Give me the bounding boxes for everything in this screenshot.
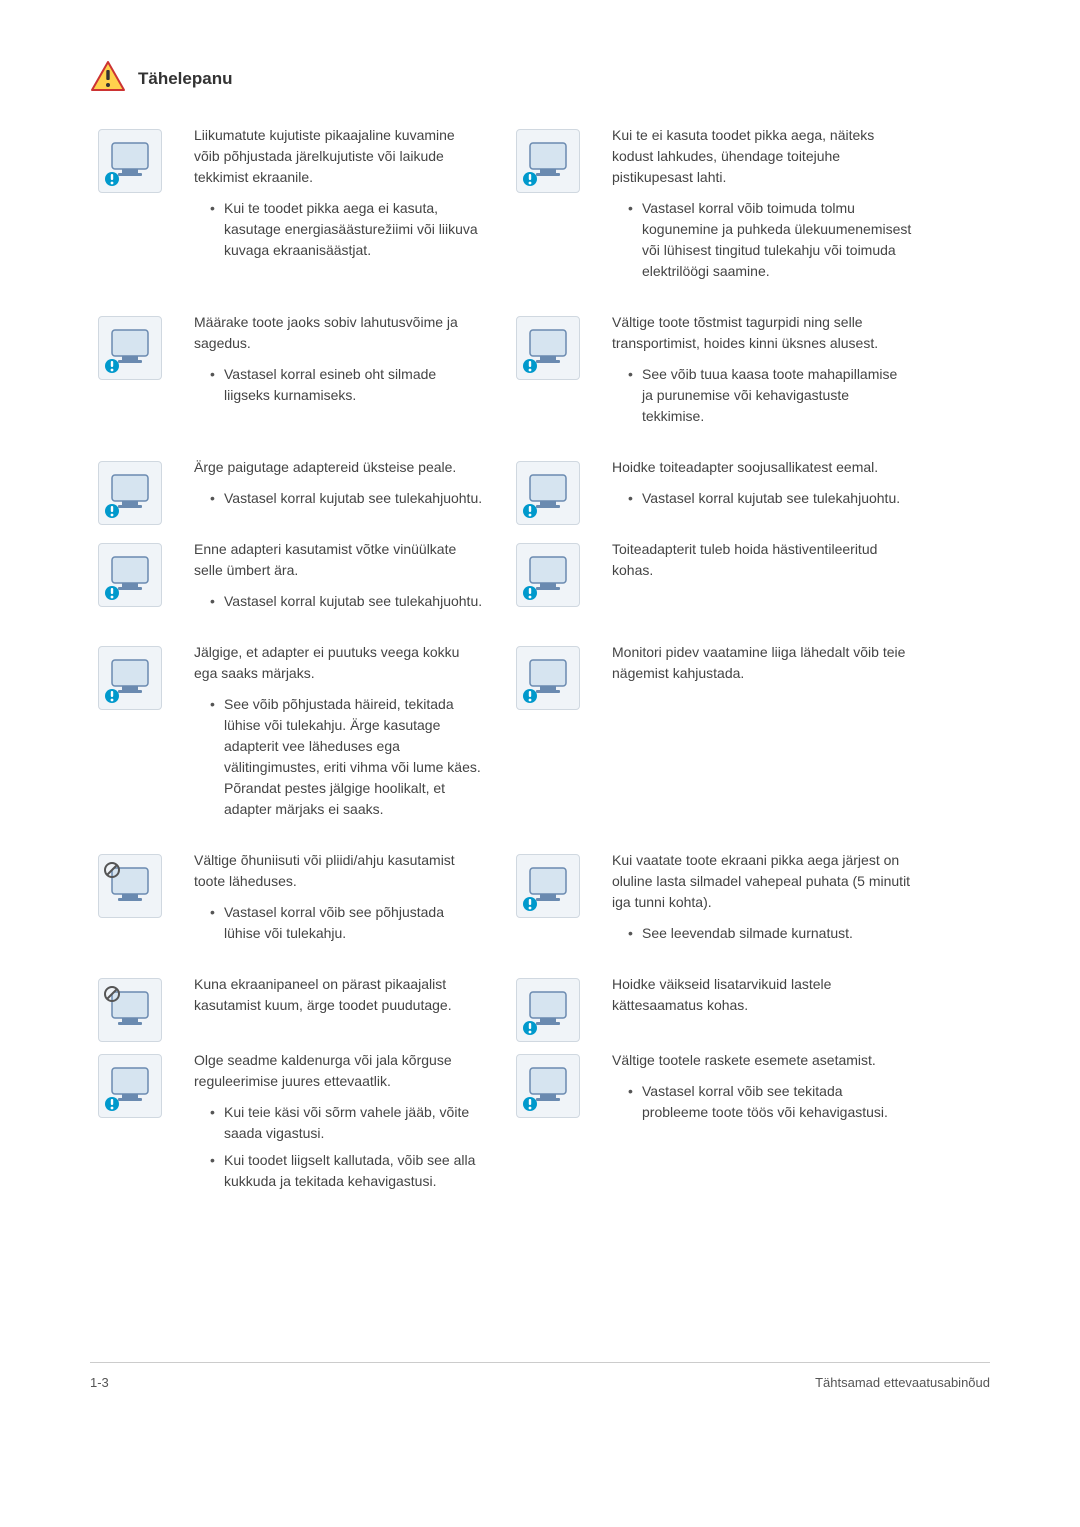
bullet-item: Kui toodet liigselt kallutada, võib see … (210, 1150, 484, 1192)
safety-text: Kuna ekraanipaneel on pärast pikaajalist… (194, 974, 484, 1050)
illustration (90, 642, 170, 710)
bullet-list: Vastasel korral kujutab see tulekahjuoht… (612, 488, 912, 509)
illustration (90, 539, 170, 607)
illustration (90, 850, 170, 918)
bullet-list: Vastasel korral esineb oht silmade liigs… (194, 364, 484, 406)
illustration (90, 312, 170, 380)
intro-text: Vältige tootele raskete esemete asetamis… (612, 1050, 912, 1071)
intro-text: Kui vaatate toote ekraani pikka aega jär… (612, 850, 912, 913)
safety-text: Vältige tootele raskete esemete asetamis… (612, 1050, 912, 1153)
bullet-item: Vastasel korral kujutab see tulekahjuoht… (210, 591, 484, 612)
intro-text: Olge seadme kaldenurga või jala kõrguse … (194, 1050, 484, 1092)
intro-text: Määrake toote jaoks sobiv lahutusvõime j… (194, 312, 484, 354)
bullet-list: See võib põhjustada häireid, tekitada lü… (194, 694, 484, 820)
bullet-item: Vastasel korral võib toimuda tolmu kogun… (628, 198, 912, 282)
illustration (90, 1050, 170, 1118)
safety-text: Vältige õhuniisuti või pliidi/ahju kasut… (194, 850, 484, 974)
bullet-item: See võib põhjustada häireid, tekitada lü… (210, 694, 484, 820)
page-number: 1-3 (90, 1375, 109, 1390)
page-footer: 1-3 Tähtsamad ettevaatusabinõud (90, 1362, 990, 1390)
illustration (90, 125, 170, 193)
intro-text: Kuna ekraanipaneel on pärast pikaajalist… (194, 974, 484, 1016)
bullet-list: Vastasel korral võib toimuda tolmu kogun… (612, 198, 912, 282)
intro-text: Enne adapteri kasutamist võtke vinüülkat… (194, 539, 484, 581)
safety-text: Hoidke väikseid lisatarvikuid lastele kä… (612, 974, 912, 1050)
intro-text: Liikumatute kujutiste pikaajaline kuvami… (194, 125, 484, 188)
bullet-item: See võib tuua kaasa toote mahapillamise … (628, 364, 912, 427)
bullet-item: Kui te toodet pikka aega ei kasuta, kasu… (210, 198, 484, 261)
bullet-list: Kui te toodet pikka aega ei kasuta, kasu… (194, 198, 484, 261)
bullet-list: Vastasel korral kujutab see tulekahjuoht… (194, 488, 484, 509)
bullet-item: Vastasel korral võib see tekitada proble… (628, 1081, 912, 1123)
bullet-item: Vastasel korral kujutab see tulekahjuoht… (628, 488, 912, 509)
bullet-list: Kui teie käsi või sõrm vahele jääb, võit… (194, 1102, 484, 1192)
bullet-list: Vastasel korral võib see tekitada proble… (612, 1081, 912, 1123)
illustration (90, 457, 170, 525)
intro-text: Vältige toote tõstmist tagurpidi ning se… (612, 312, 912, 354)
intro-text: Kui te ei kasuta toodet pikka aega, näit… (612, 125, 912, 188)
illustration (508, 457, 588, 525)
safety-text: Liikumatute kujutiste pikaajaline kuvami… (194, 125, 484, 291)
bullet-list: See võib tuua kaasa toote mahapillamise … (612, 364, 912, 427)
intro-text: Toiteadapterit tuleb hoida hästiventilee… (612, 539, 912, 581)
illustration (90, 974, 170, 1042)
intro-text: Monitori pidev vaatamine liiga lähedalt … (612, 642, 912, 684)
illustration (508, 1050, 588, 1118)
safety-grid: Liikumatute kujutiste pikaajaline kuvami… (90, 125, 990, 1222)
safety-text: Kui vaatate toote ekraani pikka aega jär… (612, 850, 912, 974)
bullet-list: See leevendab silmade kurnatust. (612, 923, 912, 944)
intro-text: Ärge paigutage adaptereid üksteise peale… (194, 457, 484, 478)
safety-text: Toiteadapterit tuleb hoida hästiventilee… (612, 539, 912, 615)
illustration (508, 850, 588, 918)
intro-text: Hoidke toiteadapter soojusallikatest eem… (612, 457, 912, 478)
intro-text: Hoidke väikseid lisatarvikuid lastele kä… (612, 974, 912, 1016)
bullet-item: Vastasel korral võib see põhjustada lühi… (210, 902, 484, 944)
footer-title: Tähtsamad ettevaatusabinõud (815, 1375, 990, 1390)
attention-icon (90, 60, 126, 97)
safety-text: Hoidke toiteadapter soojusallikatest eem… (612, 457, 912, 539)
safety-text: Kui te ei kasuta toodet pikka aega, näit… (612, 125, 912, 312)
bullet-list: Vastasel korral võib see põhjustada lühi… (194, 902, 484, 944)
illustration (508, 974, 588, 1042)
illustration (508, 539, 588, 607)
intro-text: Vältige õhuniisuti või pliidi/ahju kasut… (194, 850, 484, 892)
safety-text: Monitori pidev vaatamine liiga lähedalt … (612, 642, 912, 718)
safety-text: Jälgige, et adapter ei puutuks veega kok… (194, 642, 484, 850)
intro-text: Jälgige, et adapter ei puutuks veega kok… (194, 642, 484, 684)
illustration (508, 642, 588, 710)
bullet-item: Vastasel korral esineb oht silmade liigs… (210, 364, 484, 406)
illustration (508, 312, 588, 380)
bullet-item: Kui teie käsi või sõrm vahele jääb, võit… (210, 1102, 484, 1144)
section-header: Tähelepanu (90, 60, 990, 97)
illustration (508, 125, 588, 193)
bullet-item: See leevendab silmade kurnatust. (628, 923, 912, 944)
safety-text: Vältige toote tõstmist tagurpidi ning se… (612, 312, 912, 457)
bullet-item: Vastasel korral kujutab see tulekahjuoht… (210, 488, 484, 509)
safety-text: Olge seadme kaldenurga või jala kõrguse … (194, 1050, 484, 1222)
section-title: Tähelepanu (138, 69, 232, 89)
safety-text: Ärge paigutage adaptereid üksteise peale… (194, 457, 484, 539)
safety-text: Enne adapteri kasutamist võtke vinüülkat… (194, 539, 484, 642)
bullet-list: Vastasel korral kujutab see tulekahjuoht… (194, 591, 484, 612)
safety-text: Määrake toote jaoks sobiv lahutusvõime j… (194, 312, 484, 436)
